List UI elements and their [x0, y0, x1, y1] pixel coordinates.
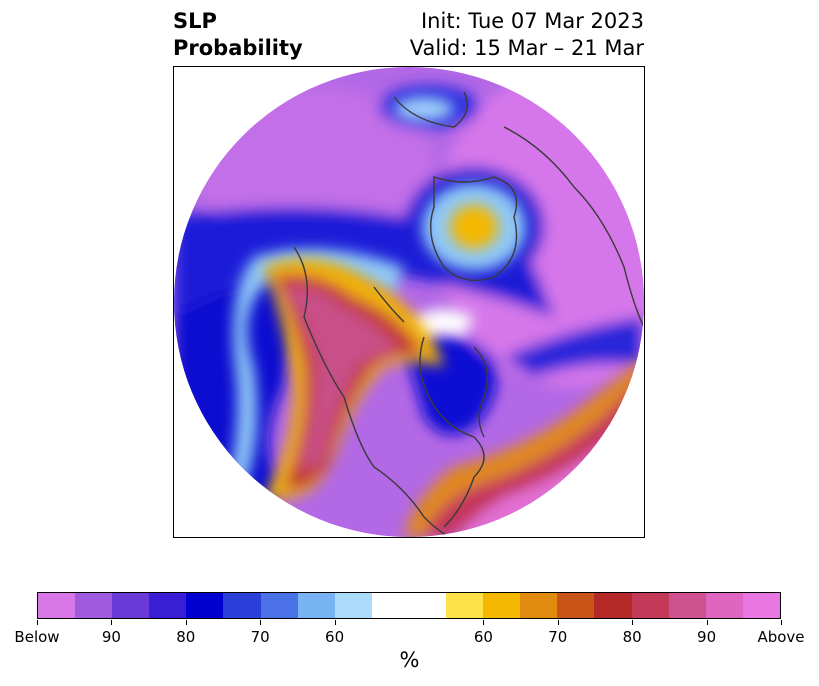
colorbar-tick-label: 80: [622, 628, 642, 646]
colorbar-segment: [260, 593, 298, 618]
title-variable: SLP: [173, 9, 217, 33]
colorbar-tick-label: 60: [325, 628, 345, 646]
colorbar-tick-label: 70: [250, 628, 270, 646]
colorbar-tick-label: 90: [697, 628, 717, 646]
colorbar-unit: %: [399, 648, 420, 672]
colorbar-tickmark: [334, 620, 336, 625]
colorbar-segment: [557, 593, 595, 618]
title-left: SLP Probability: [173, 8, 303, 62]
colorbar-tickmark: [557, 620, 559, 625]
colorbar-segment: [742, 593, 780, 618]
colorbar-tickmark: [185, 620, 187, 625]
colorbar-tick-label: 80: [176, 628, 196, 646]
colorbar-segment: [112, 593, 150, 618]
colorbar-tickmark: [483, 620, 485, 625]
colorbar-tickmark: [37, 620, 38, 625]
polar-map: [174, 67, 644, 537]
title-type: Probability: [173, 36, 303, 60]
init-date: Init: Tue 07 Mar 2023: [420, 9, 644, 33]
colorbar-segment: [705, 593, 743, 618]
colorbar-segment: [38, 593, 76, 618]
colorbar-segment: [668, 593, 706, 618]
colorbar-tick-label: 60: [473, 628, 493, 646]
colorbar-segment: [75, 593, 113, 618]
colorbar-tick-label: 90: [101, 628, 121, 646]
colorbar-segment: [186, 593, 224, 618]
colorbar-segment: [297, 593, 335, 618]
colorbar-tick-label: Below: [14, 628, 60, 646]
colorbar-tickmark: [706, 620, 708, 625]
colorbar-segment: [446, 593, 484, 618]
colorbar-tick-label: 70: [548, 628, 568, 646]
colorbar-segment: [149, 593, 187, 618]
colorbar: [37, 592, 781, 619]
colorbar-segment: [334, 593, 372, 618]
colorbar-tickmark: [260, 620, 262, 625]
title-right: Init: Tue 07 Mar 2023 Valid: 15 Mar – 21…: [410, 8, 644, 62]
probability-field: [174, 67, 644, 537]
colorbar-segment: [631, 593, 669, 618]
valid-range: Valid: 15 Mar – 21 Mar: [409, 36, 644, 60]
colorbar-ticks: Below 90 80 70 60 60 70 80 90 Above: [14, 620, 805, 646]
colorbar-segment: [594, 593, 632, 618]
colorbar-segment: [223, 593, 261, 618]
colorbar-segment: [520, 593, 558, 618]
colorbar-tickmark: [111, 620, 113, 625]
colorbar-tickmark: [632, 620, 634, 625]
colorbar-tickmark: [781, 620, 782, 625]
colorbar-tick-label: Above: [757, 628, 805, 646]
colorbar-segment: [371, 593, 447, 618]
colorbar-segment: [483, 593, 521, 618]
map-frame: [173, 66, 645, 538]
